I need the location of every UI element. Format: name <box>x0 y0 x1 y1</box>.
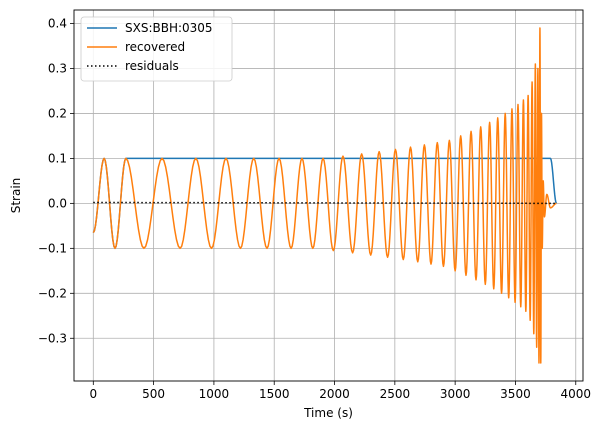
legend-label: recovered <box>125 40 185 54</box>
y-tick-label: −0.2 <box>38 287 67 301</box>
x-tick-label: 2000 <box>319 387 350 401</box>
x-axis-label: Time (s) <box>303 406 353 420</box>
legend-box <box>80 16 233 82</box>
x-tick-label: 1500 <box>259 387 290 401</box>
y-tick-label: 0.4 <box>48 17 67 31</box>
series-layer <box>92 27 558 364</box>
y-axis-label: Strain <box>9 178 23 214</box>
x-tick-label: 3000 <box>440 387 471 401</box>
y-axis: −0.3 −0.2 −0.1 0.0 0.1 0.2 0.3 0.4 <box>38 17 74 345</box>
y-tick-label: 0.0 <box>48 197 67 211</box>
x-tick-label: 2500 <box>380 387 411 401</box>
y-tick-label: 0.2 <box>48 107 67 121</box>
x-tick-label: 0 <box>89 387 97 401</box>
y-tick-label: 0.3 <box>48 62 67 76</box>
x-tick-label: 4000 <box>560 387 591 401</box>
y-tick-label: −0.1 <box>38 242 67 256</box>
legend-label: SXS:BBH:0305 <box>125 21 213 35</box>
x-tick-label: 3500 <box>500 387 531 401</box>
y-tick-label: 0.1 <box>48 152 67 166</box>
x-tick-label: 1000 <box>199 387 230 401</box>
series-line-3 <box>93 201 557 205</box>
x-axis: 0 500 1000 1500 2000 2500 3000 3500 4000 <box>89 381 591 401</box>
x-tick-label: 500 <box>142 387 165 401</box>
legend: SXS:BBH:0305 recovered residuals <box>80 16 233 82</box>
legend-label: residuals <box>125 59 179 73</box>
y-tick-label: −0.3 <box>38 331 67 345</box>
plot-frame <box>73 9 584 382</box>
